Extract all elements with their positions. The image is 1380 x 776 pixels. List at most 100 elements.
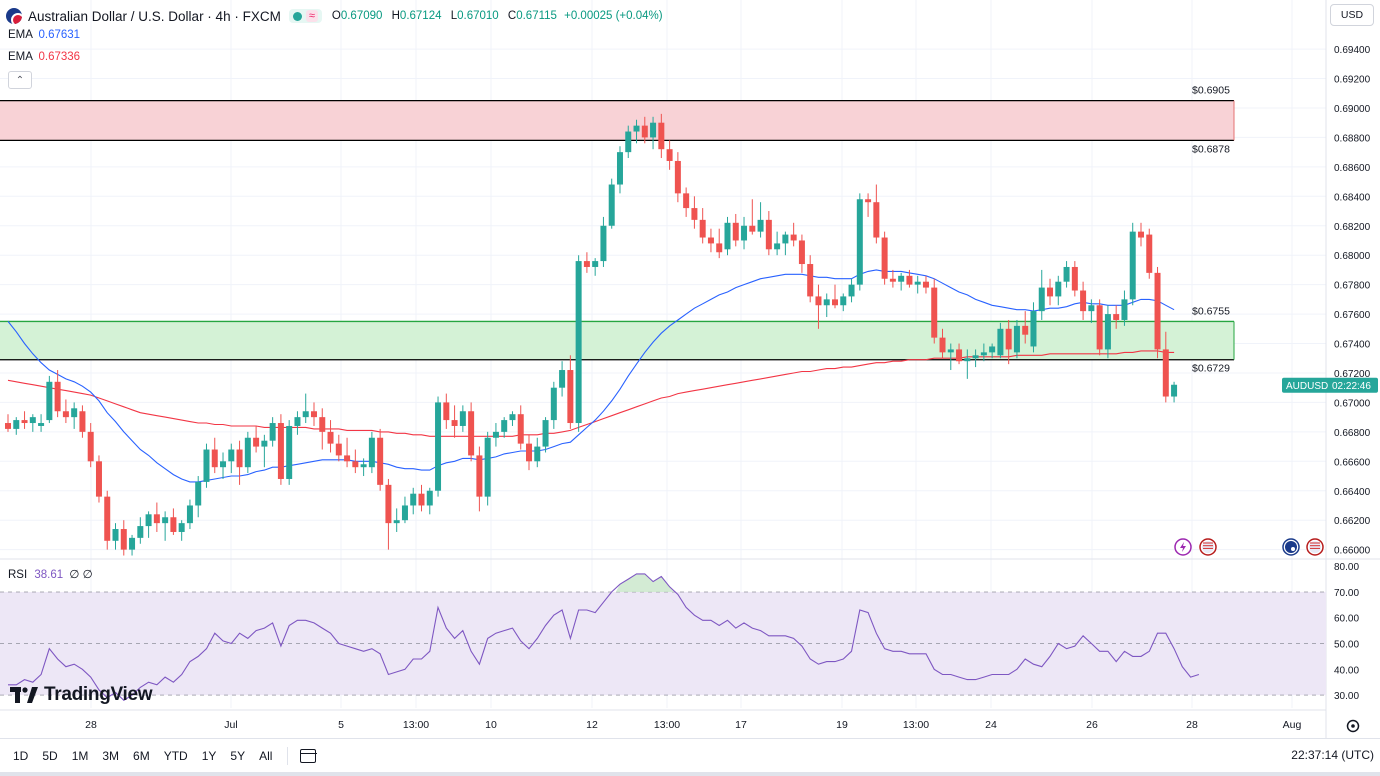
timeframe-5y[interactable]: 5Y	[230, 748, 246, 763]
candle-body	[129, 537, 136, 550]
candle-body	[228, 449, 235, 462]
current-price-tag[interactable]: AUDUSD 02:22:46	[1282, 377, 1378, 393]
candle-body	[815, 296, 822, 306]
candle-body	[914, 281, 921, 285]
time-tick-label: 13:00	[403, 719, 429, 731]
candle-body	[931, 287, 938, 338]
candle-body	[1113, 314, 1120, 320]
candle-body	[683, 193, 690, 209]
candle-body	[724, 222, 731, 250]
open-value: 0.67090	[340, 10, 383, 22]
candle-body	[418, 493, 425, 506]
candle-body	[21, 420, 28, 424]
candle-body	[840, 296, 847, 306]
utc-clock[interactable]: 22:37:14 (UTC)	[1291, 748, 1374, 762]
rsi-tick-label: 50.00	[1334, 640, 1359, 651]
market-open-dot-icon	[292, 11, 302, 21]
timeframe-1d[interactable]: 1D	[13, 748, 29, 763]
candle-body	[1154, 272, 1161, 350]
candle-body	[302, 411, 309, 418]
candle-body	[1022, 325, 1029, 335]
candle-body	[658, 122, 665, 150]
candle-body	[401, 505, 408, 521]
candle-body	[774, 243, 781, 250]
ema-fast-label: EMA	[8, 29, 33, 41]
ema-slow-legend[interactable]: EMA 0.67336	[8, 51, 80, 63]
high-label: H	[391, 10, 400, 22]
economic-event-flash-icon-bolt	[1180, 542, 1186, 552]
calendar-icon[interactable]	[299, 748, 317, 763]
candle-body	[666, 149, 673, 161]
candle-body	[459, 411, 466, 426]
price-tick-label: 0.68200	[1334, 222, 1371, 233]
candle-body	[922, 281, 929, 288]
candle-body	[650, 122, 657, 138]
resistance-zone-bottom-label: $0.6878	[1192, 143, 1230, 155]
rsi-extra: ∅ ∅	[69, 569, 93, 581]
candle-body	[29, 417, 36, 424]
us-event-flag-icon[interactable]	[1199, 538, 1217, 556]
price-tick-label: 0.67600	[1334, 310, 1371, 321]
settings-gear-icon[interactable]	[1346, 719, 1360, 733]
bottom-toolbar: 1D 5D 1M 3M 6M YTD 1Y 5Y All 22:37:14 (U…	[0, 738, 1380, 772]
compare-icon[interactable]: ≈	[305, 10, 318, 22]
us-event-flag-icon-2-fill	[1309, 541, 1321, 553]
timeframe-all[interactable]: All	[259, 748, 273, 763]
resistance-zone	[0, 100, 1234, 141]
timeframe-1m[interactable]: 1M	[71, 748, 89, 763]
ema-fast-legend[interactable]: EMA 0.67631	[8, 29, 80, 41]
candle-body	[393, 520, 400, 524]
economic-event-flash-icon[interactable]	[1174, 538, 1192, 556]
us-event-flag-icon-2[interactable]	[1306, 538, 1324, 556]
candle-body	[352, 461, 359, 468]
time-tick-label: 13:00	[903, 719, 929, 731]
candle-body	[798, 240, 805, 265]
candle-body	[889, 278, 896, 282]
rsi-legend[interactable]: RSI 38.61 ∅ ∅	[8, 567, 93, 581]
currency-button[interactable]: USD	[1330, 4, 1374, 26]
candle-body	[741, 225, 748, 241]
tradingview-logo[interactable]: TradingView	[10, 684, 153, 706]
price-tick-label: 0.66800	[1334, 428, 1371, 439]
au-event-flag-icon[interactable]	[1282, 538, 1300, 556]
candle-body	[782, 234, 789, 244]
time-tick-label: 13:00	[654, 719, 680, 731]
candle-body	[145, 514, 152, 527]
timeframe-3m[interactable]: 3M	[102, 748, 120, 763]
candle-body	[1055, 281, 1062, 297]
candle-body	[1096, 305, 1103, 350]
candle-body	[823, 299, 830, 306]
candle-body	[1071, 266, 1078, 291]
market-status-badge[interactable]: ≈	[288, 9, 322, 23]
candle-body	[87, 431, 94, 462]
resistance-zone-top-label: $0.6905	[1192, 85, 1230, 97]
candle-body	[856, 199, 863, 285]
timeframe-1y[interactable]: 1Y	[201, 748, 217, 763]
timeframe-5d[interactable]: 5D	[42, 748, 58, 763]
price-tick-label: 0.66400	[1334, 487, 1371, 498]
time-tick-label: 5	[338, 719, 344, 731]
tradingview-logo-text: TradingView	[44, 684, 153, 705]
timeframe-6m[interactable]: 6M	[133, 748, 150, 763]
candle-body	[253, 437, 260, 447]
candle-body	[633, 125, 640, 132]
candle-body	[1137, 231, 1144, 238]
candle-body	[54, 381, 61, 412]
time-tick-label: 24	[985, 719, 997, 731]
rsi-band	[0, 591, 1326, 696]
timeframe-list: 1D 5D 1M 3M 6M YTD 1Y 5Y All	[6, 744, 279, 768]
time-tick-label: Aug	[1283, 719, 1302, 731]
candle-body	[1038, 287, 1045, 312]
symbol-title[interactable]: Australian Dollar / U.S. Dollar · 4h · F…	[28, 8, 281, 24]
timeframe-ytd[interactable]: YTD	[163, 748, 188, 763]
candle-body	[567, 370, 574, 424]
candle-body	[220, 461, 227, 468]
price-tick-label: 0.68000	[1334, 251, 1371, 262]
candle-body	[492, 431, 499, 438]
candle-body	[1063, 266, 1070, 282]
candle-body	[575, 261, 582, 424]
us-event-flag-icon-fill	[1202, 541, 1214, 553]
chevron-up-icon[interactable]: ⌃	[8, 71, 32, 89]
